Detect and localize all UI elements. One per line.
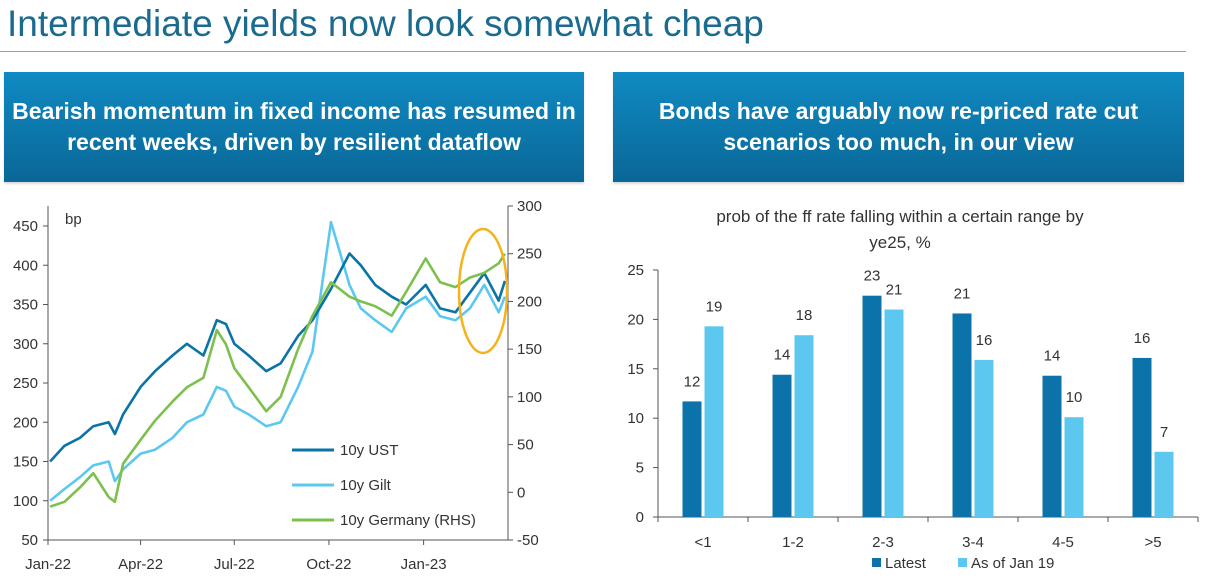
bar-latest xyxy=(772,374,792,517)
bar-latest xyxy=(682,401,702,517)
bar-legend-swatch xyxy=(872,558,881,567)
right-y-tick-label: 150 xyxy=(517,341,542,358)
series-line-2 xyxy=(49,252,506,508)
right-y-tick-label: 200 xyxy=(517,293,542,310)
series-line-1 xyxy=(49,220,507,502)
bar-jan19 xyxy=(1154,451,1174,517)
bar-value-label: 12 xyxy=(684,373,701,390)
left-y-tick-label: 250 xyxy=(13,375,38,392)
category-label: 2-3 xyxy=(872,534,894,551)
right-y-tick-label: 100 xyxy=(517,389,542,406)
bar-jan19 xyxy=(794,335,814,517)
title-divider xyxy=(0,51,1186,52)
right-y-tick-label: 300 xyxy=(517,198,542,215)
legend-label: 10y Gilt xyxy=(340,477,392,494)
left-y-tick-label: 100 xyxy=(13,493,38,510)
bar-value-label: 16 xyxy=(1134,330,1151,347)
left-y-tick-label: 450 xyxy=(13,218,38,235)
right-y-tick-label: 250 xyxy=(517,246,542,263)
bar-y-tick-label: 5 xyxy=(636,460,644,477)
left-y-tick-label: 400 xyxy=(13,257,38,274)
bar-legend-label: Latest xyxy=(885,555,927,572)
bar-y-tick-label: 0 xyxy=(636,509,644,526)
bar-value-label: 10 xyxy=(1066,389,1083,406)
legend-label: 10y UST xyxy=(340,442,398,459)
ff-rate-probability-bar-chart: prob of the ff rate falling within a cer… xyxy=(627,207,1199,572)
right-chart-banner: Bonds have arguably now re-priced rate c… xyxy=(613,72,1184,182)
bar-chart-title-line-2: ye25, % xyxy=(869,233,930,252)
left-y-tick-label: 300 xyxy=(13,336,38,353)
bar-jan19 xyxy=(704,326,724,517)
bar-value-label: 7 xyxy=(1160,424,1168,441)
left-y-tick-label: 200 xyxy=(13,414,38,431)
bar-value-label: 23 xyxy=(864,268,881,285)
bar-value-label: 21 xyxy=(954,285,971,302)
bar-y-tick-label: 20 xyxy=(627,311,644,328)
category-label: 3-4 xyxy=(962,534,984,551)
bar-chart-title-line-1: prob of the ff rate falling within a cer… xyxy=(716,207,1084,226)
bar-jan19 xyxy=(1064,417,1084,517)
legend-label: 10y Germany (RHS) xyxy=(340,512,476,529)
bar-value-label: 16 xyxy=(976,332,993,349)
category-label: 4-5 xyxy=(1052,534,1074,551)
bar-value-label: 14 xyxy=(774,347,791,364)
right-y-tick-label: 0 xyxy=(517,484,525,501)
x-tick-label: Oct-22 xyxy=(306,556,351,573)
page-title: Intermediate yields now look somewhat ch… xyxy=(7,3,764,44)
left-y-tick-label: 50 xyxy=(21,532,38,549)
bar-value-label: 21 xyxy=(886,282,903,299)
bar-legend-label: As of Jan 19 xyxy=(971,555,1054,572)
bar-legend-swatch xyxy=(958,558,967,567)
yields-line-chart: 50 100 150 200 250 300 350 400 450 -50 0 50 100 150 20… xyxy=(13,198,542,573)
x-tick-label: Jan-22 xyxy=(25,556,71,573)
category-label: 1-2 xyxy=(782,534,804,551)
bar-latest xyxy=(1132,357,1152,517)
bar-jan19 xyxy=(974,359,994,517)
x-tick-label: Apr-22 xyxy=(118,556,163,573)
bar-latest xyxy=(1042,375,1062,517)
x-tick-label: Jul-22 xyxy=(214,556,255,573)
bar-y-tick-label: 15 xyxy=(627,361,644,378)
right-y-tick-label: 50 xyxy=(517,437,534,454)
bar-jan19 xyxy=(884,309,904,517)
category-label: <1 xyxy=(694,534,711,551)
bar-y-tick-label: 10 xyxy=(627,410,644,427)
left-chart-banner: Bearish momentum in fixed income has res… xyxy=(4,72,584,182)
series-line-0 xyxy=(49,252,507,463)
highlight-ellipse xyxy=(457,227,509,355)
y-axis-unit-label: bp xyxy=(65,211,82,228)
bar-y-tick-label: 25 xyxy=(627,262,644,279)
bar-latest xyxy=(952,313,972,517)
bar-value-label: 14 xyxy=(1044,348,1061,365)
right-y-tick-label: -50 xyxy=(517,532,539,549)
left-y-tick-label: 150 xyxy=(13,454,38,471)
bar-value-label: 19 xyxy=(706,298,723,315)
bar-latest xyxy=(862,295,882,517)
right-chart-banner-text: Bonds have arguably now re-priced rate c… xyxy=(658,98,1139,155)
x-tick-label: Jan-23 xyxy=(401,556,447,573)
left-y-tick-label: 350 xyxy=(13,297,38,314)
bar-value-label: 18 xyxy=(796,307,813,324)
category-label: >5 xyxy=(1144,534,1161,551)
left-chart-banner-text: Bearish momentum in fixed income has res… xyxy=(12,98,576,155)
